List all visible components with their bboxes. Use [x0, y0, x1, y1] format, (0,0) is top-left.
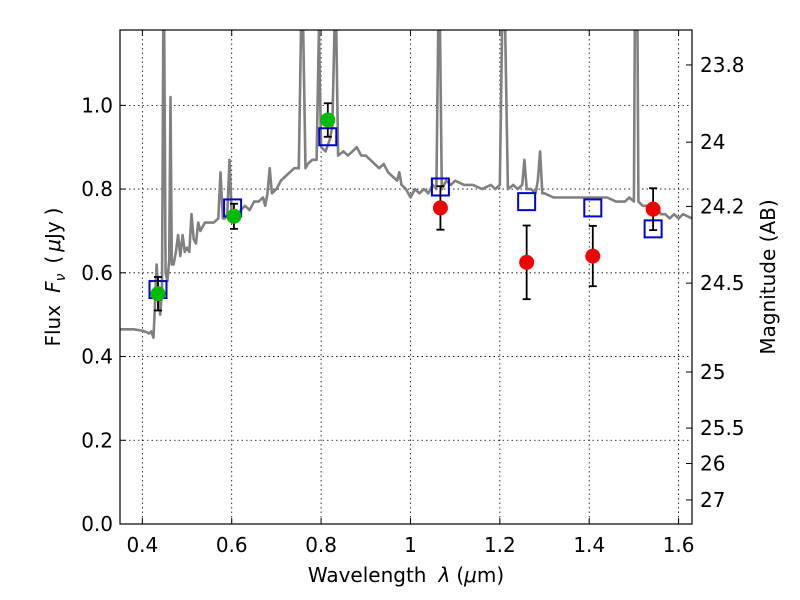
tick-labels: 0.4 0.6 0.8 1 1.2 1.4 1.6 0.0 0.2 0.4 0.6 0.8 1.0 23.… [81, 53, 744, 557]
y2-tick-label: 26 [700, 452, 725, 476]
model-flux-square [517, 192, 537, 212]
model-flux-square [583, 198, 603, 218]
y-tick-label: 1.0 [81, 93, 113, 117]
red-data-point [585, 248, 601, 264]
y2-tick-label: 23.8 [700, 53, 745, 77]
green-data-point [150, 286, 166, 302]
y2-tick-label: 25 [700, 360, 725, 384]
x-tick-label: 1.4 [573, 533, 605, 557]
green-data-point [226, 208, 242, 224]
x-tick-label: 1.6 [663, 533, 695, 557]
spectrum-line [120, 30, 692, 339]
plot-frame [119, 29, 693, 525]
green-data-point [320, 112, 336, 128]
y2-axis-label: Magnitude (AB) [756, 199, 780, 354]
red-data-point [432, 200, 448, 216]
measured-point [585, 225, 601, 288]
y-tick-label: 0.6 [81, 261, 113, 285]
x-tick-label: 0.8 [305, 533, 337, 557]
x-tick-label: 0.6 [216, 533, 248, 557]
x-tick-label: 0.4 [126, 533, 158, 557]
x-axis-label: Wavelength λ (μm) [308, 563, 504, 587]
plot-area [120, 30, 692, 339]
y2-tick-label: 27 [700, 488, 725, 512]
grid-lines [120, 30, 692, 525]
y2-tick-label: 24 [700, 130, 725, 154]
measured-point [519, 224, 535, 301]
y2-tick-label: 25.5 [700, 416, 745, 440]
y-axis-label: FluxFν(μJy) [41, 207, 69, 346]
y2-tick-label: 24.2 [700, 194, 745, 218]
y-tick-label: 0.8 [81, 177, 113, 201]
measured-point [226, 202, 242, 230]
x-tick-label: 1 [404, 533, 417, 557]
y-tick-label: 0.0 [81, 512, 113, 536]
measured-point [150, 276, 166, 312]
measured-point [320, 102, 336, 138]
y-tick-label: 0.4 [81, 345, 113, 369]
red-data-point [645, 201, 661, 217]
axis-ticks [120, 30, 692, 525]
y-tick-label: 0.2 [81, 428, 113, 452]
measured-point [432, 185, 448, 231]
x-tick-label: 1.2 [484, 533, 516, 557]
red-data-point [519, 254, 535, 270]
measured-point [645, 187, 661, 232]
y2-tick-label: 24.5 [700, 271, 745, 295]
